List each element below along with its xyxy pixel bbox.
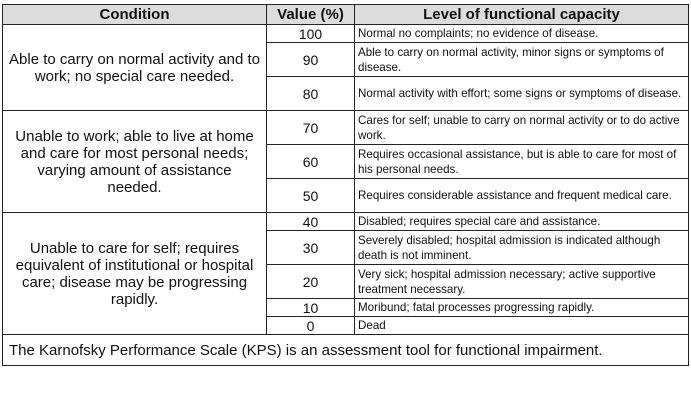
level-cell: Normal activity with effort; some signs … [354,76,689,111]
value-cell: 50 [266,178,355,213]
value-cell: 0 [266,316,355,335]
level-cell: Normal no complaints; no evidence of dis… [354,24,689,43]
value-cell: 70 [266,110,355,145]
header-level: Level of functional capacity [354,4,689,25]
value-cell: 40 [266,212,355,231]
value-cell: 60 [266,144,355,179]
level-cell: Dead [354,316,689,335]
header-row: Condition Value (%) Level of functional … [2,4,689,25]
level-cell: Disabled; requires special care and assi… [354,212,689,231]
table-row: 50 Requires considerable assistance and … [3,178,689,213]
level-cell: Requires considerable assistance and fre… [354,178,689,213]
table-row: 80 Normal activity with effort; some sig… [3,76,689,111]
table-row: 20 Very sick; hospital admission necessa… [3,264,689,299]
table-row: Unable to work; able to live at home and… [2,110,689,213]
condition-cell: Unable to work; able to live at home and… [2,110,267,213]
value-cell: 80 [266,76,355,111]
level-cell: Requires occasional assistance, but is a… [354,144,689,179]
caption-row: The Karnofsky Performance Scale (KPS) is… [2,334,689,366]
header-condition: Condition [2,4,267,25]
level-cell: Able to carry on normal activity, minor … [354,42,689,77]
kps-table: Condition Value (%) Level of functional … [2,4,689,366]
level-cell: Cares for self; unable to carry on norma… [354,110,689,145]
value-cell: 10 [266,298,355,317]
condition-cell: Unable to care for self; requires equiva… [2,212,267,335]
level-cell: Moribund; fatal processes progressing ra… [354,298,689,317]
value-cell: 100 [266,24,355,43]
table-row: 30 Severely disabled; hospital admission… [3,230,689,265]
value-cell: 20 [266,264,355,299]
level-cell: Very sick; hospital admission necessary;… [354,264,689,299]
condition-cell: Able to carry on normal activity and to … [2,24,267,111]
table-row: 90 Able to carry on normal activity, min… [3,42,689,77]
table-caption: The Karnofsky Performance Scale (KPS) is… [2,334,689,366]
value-cell: 30 [266,230,355,265]
level-cell: Severely disabled; hospital admission is… [354,230,689,265]
table-row: 60 Requires occasional assistance, but i… [3,144,689,179]
header-value: Value (%) [266,4,355,25]
table-row: Unable to care for self; requires equiva… [2,212,689,335]
value-cell: 90 [266,42,355,77]
table-row: Able to carry on normal activity and to … [2,24,689,111]
